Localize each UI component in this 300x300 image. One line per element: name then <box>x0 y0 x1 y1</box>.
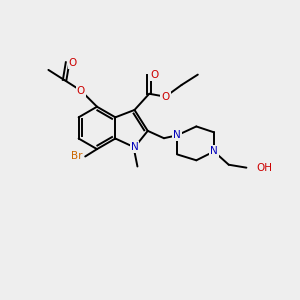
Text: N: N <box>173 130 181 140</box>
Text: N: N <box>210 146 218 157</box>
Text: N: N <box>130 142 138 152</box>
Text: O: O <box>150 70 159 80</box>
Text: Br: Br <box>70 152 82 161</box>
Text: O: O <box>161 92 169 102</box>
Text: O: O <box>77 85 85 95</box>
Text: OH: OH <box>257 163 273 173</box>
Text: O: O <box>69 58 77 68</box>
